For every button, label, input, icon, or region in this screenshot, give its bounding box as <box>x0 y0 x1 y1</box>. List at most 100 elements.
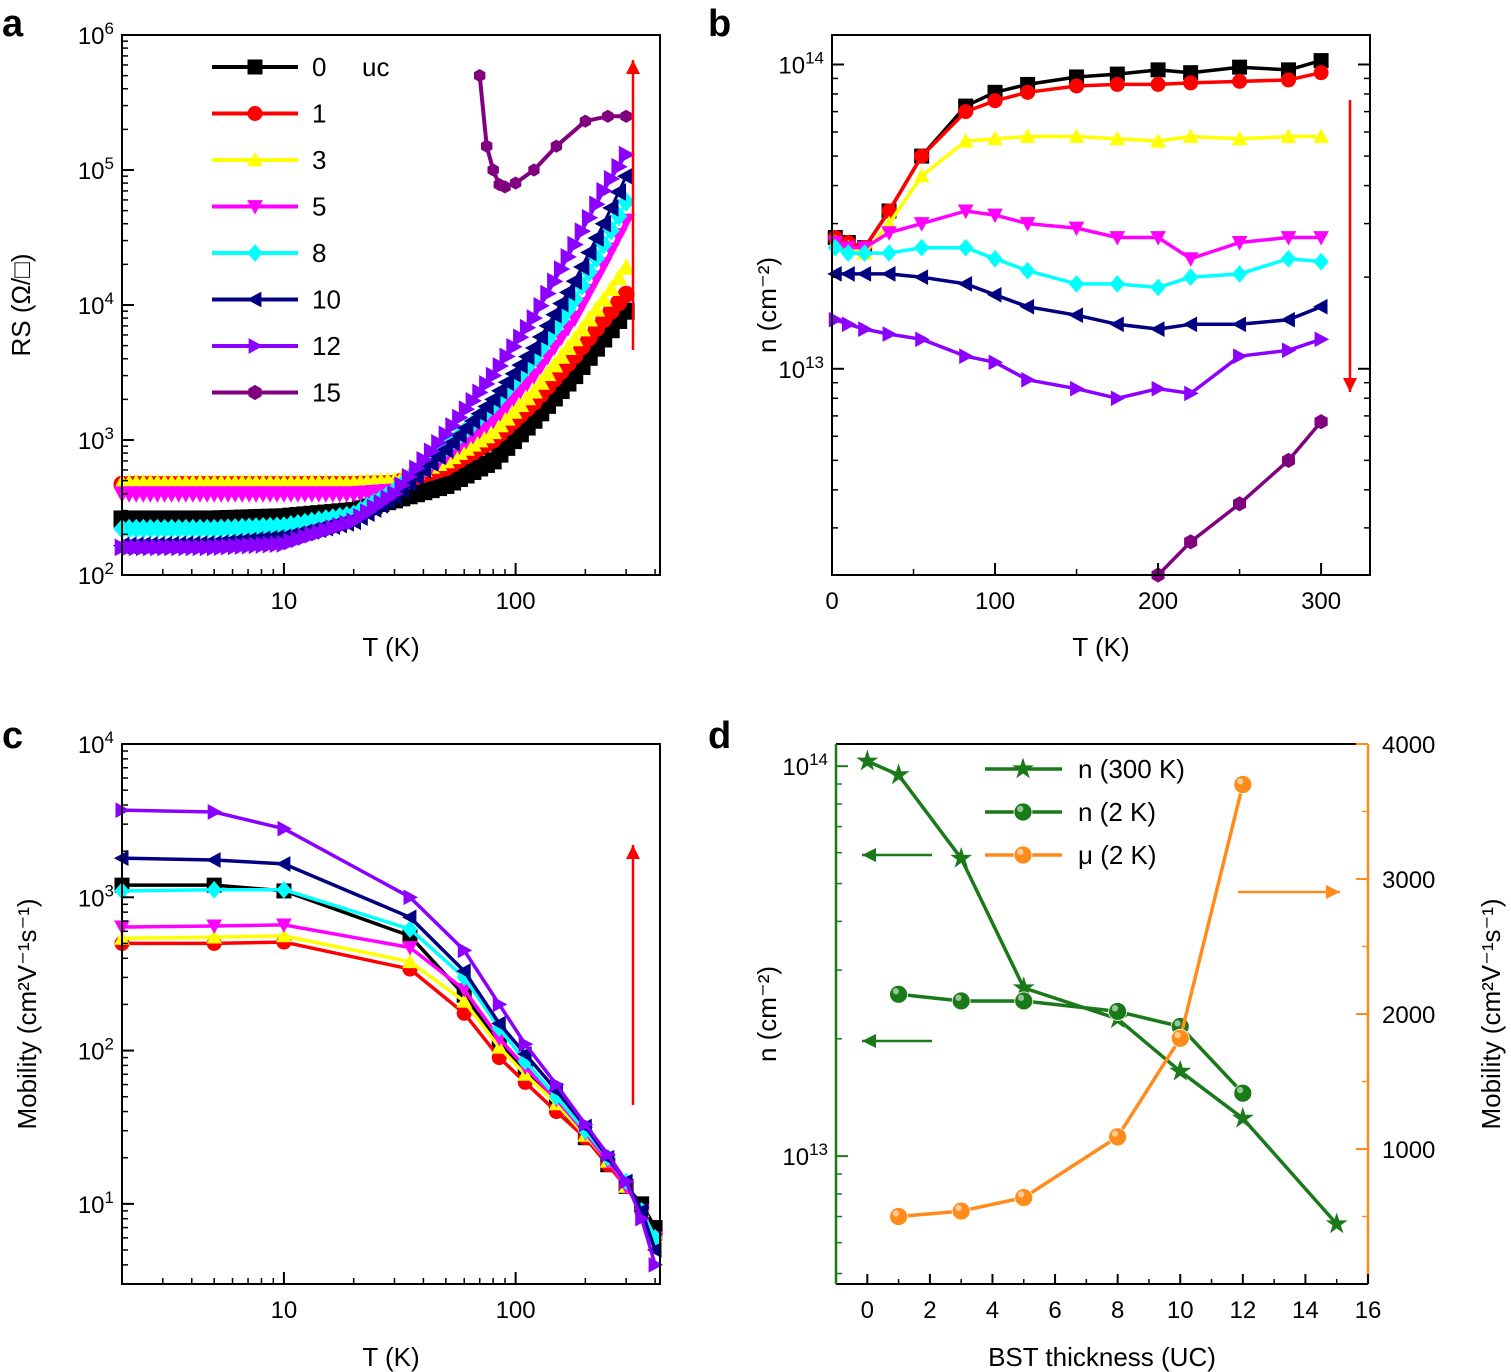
a-point-2-70 <box>602 279 621 296</box>
a-point-5-60 <box>531 328 549 346</box>
b-point-3-3 <box>881 226 897 241</box>
b-y-tick-label-0: 1013 <box>778 353 824 384</box>
b-point-1-11 <box>1183 75 1199 91</box>
c-point-2-5 <box>491 1039 508 1054</box>
c-x-tick-label-0: 10 <box>271 1297 298 1324</box>
d-point-1-1-shine <box>955 994 962 1001</box>
c-y-tick-label-2: 103 <box>78 881 114 912</box>
c-y-tick-label-0-base: 10 <box>78 1192 105 1219</box>
d-yl-tick-label-1-base: 10 <box>782 754 809 781</box>
b-point-5-14 <box>1313 298 1328 315</box>
b-point-6-12 <box>1233 348 1248 365</box>
panel-label-d: d <box>708 715 731 757</box>
d-legend-label-2: μ (2 K) <box>1078 840 1157 870</box>
d-x-tick-label-0: 0 <box>861 1297 874 1324</box>
a-point-2-68 <box>587 300 606 317</box>
d-point-1-4-shine <box>1174 1020 1181 1027</box>
d-line-2 <box>898 784 1245 1219</box>
b-point-7-3 <box>1281 452 1295 468</box>
c-point-6-8 <box>578 1116 594 1133</box>
a-legend-marker-1 <box>247 106 263 121</box>
b-point-3-14 <box>1313 231 1329 246</box>
a-y-tick-label-0-exp: 2 <box>105 559 114 578</box>
d-yl-tick-label-0-exp: 13 <box>809 1140 828 1159</box>
a-legend-label-6: 12 <box>312 331 341 361</box>
b-point-3-12 <box>1231 236 1248 251</box>
b-point-3-13 <box>1280 231 1297 246</box>
c-point-4-2 <box>276 880 292 899</box>
c-point-5-3 <box>401 909 417 926</box>
a-point-5-47 <box>443 433 460 452</box>
panel-d: 0 2 4 6 8 10 12 14 16101310141000200030004000BST… <box>752 732 1506 1372</box>
d-x-tick-label-7: 14 <box>1292 1297 1319 1324</box>
d-y-title-left: n (cm⁻²) <box>752 966 782 1062</box>
a-y-tick-label-1-exp: 3 <box>105 424 114 443</box>
d-point-0-6 <box>1231 1106 1254 1128</box>
c-point-5-4 <box>456 963 471 979</box>
b-point-3-7 <box>1019 217 1036 232</box>
b-point-6-6 <box>988 354 1004 371</box>
panel-label-c: c <box>2 715 23 757</box>
a-x-title: T (K) <box>362 632 419 662</box>
a-point-2-71 <box>609 268 628 286</box>
a-legend-marker-2 <box>247 151 263 167</box>
b-point-6-9 <box>1110 390 1126 407</box>
c-point-6-9 <box>601 1146 616 1163</box>
c-y-tick-label-0-exp: 1 <box>105 1188 114 1207</box>
c-point-6-3 <box>403 889 419 906</box>
b-point-6-1 <box>841 316 857 333</box>
c-y-tick-label-2-base: 10 <box>78 885 105 912</box>
b-point-6-11 <box>1184 385 1199 402</box>
a-y-tick-label-2: 104 <box>78 289 114 320</box>
panel-label-a: a <box>2 3 24 45</box>
a-y-tick-label-3-exp: 5 <box>105 154 114 173</box>
b-point-5-8 <box>1068 307 1083 324</box>
a-x-tick-label-0: 10 <box>271 588 298 615</box>
a-point-5-55 <box>497 373 515 392</box>
a-point-5-64 <box>558 283 576 302</box>
b-point-2-7 <box>1019 128 1036 143</box>
d-point-2-1 <box>951 1201 971 1221</box>
b-point-1-10 <box>1150 76 1166 92</box>
d-yl-tick-label-1-exp: 14 <box>809 750 828 769</box>
b-point-1-13 <box>1280 72 1296 88</box>
b-point-2-6 <box>987 130 1003 146</box>
a-point-5-56 <box>504 364 521 383</box>
b-point-6-2 <box>858 321 873 337</box>
b-point-6-3 <box>882 326 898 342</box>
a-point-6-62 <box>547 272 564 291</box>
d-point-1-5-shine <box>1236 1086 1244 1094</box>
a-point-6-67 <box>581 208 599 227</box>
b-point-5-10 <box>1150 321 1165 337</box>
d-legend-label-1: n (2 K) <box>1078 797 1156 827</box>
c-point-4-1 <box>206 880 222 899</box>
b-point-6-5 <box>959 348 974 365</box>
a-legend-marker-7 <box>248 384 262 401</box>
a-point-2-72 <box>617 258 635 275</box>
c-line-1 <box>122 940 657 1239</box>
b-point-6-8 <box>1070 380 1085 397</box>
a-point-5-48 <box>450 426 467 445</box>
b-x-tick-label-1: 100 <box>975 588 1015 615</box>
c-point-6-4 <box>457 942 473 959</box>
b-point-7-1 <box>1184 534 1198 550</box>
a-point-6-64 <box>560 248 577 266</box>
a-y-tick-label-4: 106 <box>78 19 114 50</box>
b-y-tick-label-0-exp: 13 <box>805 353 824 372</box>
a-point-5-63 <box>552 294 569 313</box>
b-point-0-12 <box>1232 59 1248 75</box>
d-point-2-3-shine <box>1111 1130 1119 1137</box>
b-point-1-4 <box>914 148 930 164</box>
c-point-3-3 <box>402 941 418 956</box>
d-y-title-right: Mobility (cm²V⁻¹s⁻¹) <box>1476 898 1506 1129</box>
b-point-5-11 <box>1182 316 1198 333</box>
b-point-5-3 <box>881 266 896 282</box>
d-x-title: BST thickness (UC) <box>988 1342 1216 1372</box>
d-point-2-2 <box>1014 1188 1034 1207</box>
b-point-2-12 <box>1231 130 1248 146</box>
b-point-1-12 <box>1232 73 1248 89</box>
b-point-4-7 <box>1019 261 1036 280</box>
c-point-6-7 <box>550 1076 565 1093</box>
